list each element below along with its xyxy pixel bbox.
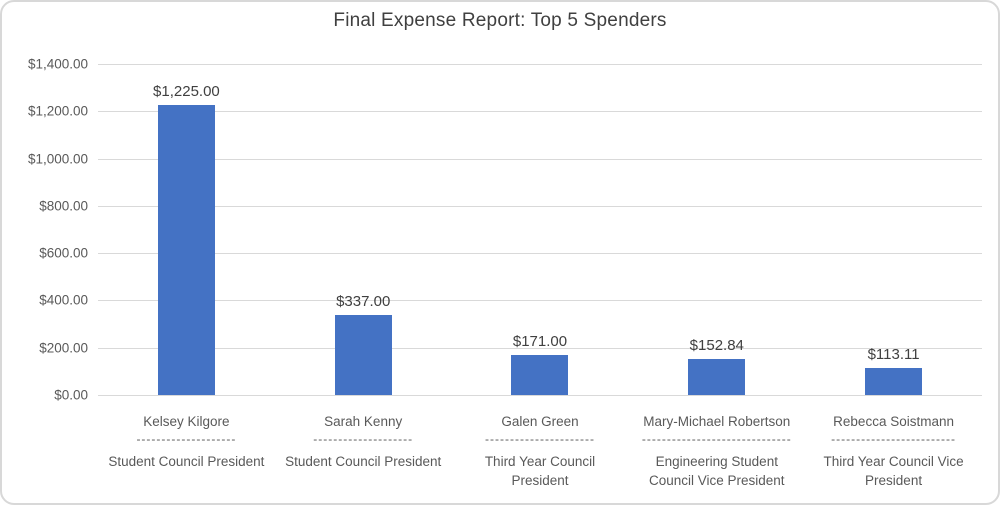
bar[interactable] bbox=[157, 105, 215, 395]
bar[interactable] bbox=[511, 354, 569, 395]
category-separator: -------------------- bbox=[313, 432, 414, 446]
data-label: $113.11 bbox=[867, 346, 920, 364]
bar-group: $1,225.00 bbox=[98, 64, 275, 395]
category-role: Student Council President bbox=[108, 454, 265, 469]
gridline bbox=[98, 111, 982, 113]
plot-area: $1,225.00 $337.00 $171.00 $152.84 $113.1… bbox=[98, 64, 982, 396]
category-label: Rebecca Soistmann ----------------------… bbox=[805, 395, 982, 490]
bar[interactable] bbox=[334, 315, 392, 395]
category-role: Third Year Council President bbox=[484, 454, 596, 488]
gridline bbox=[98, 347, 982, 349]
chart-title: Final Expense Report: Top 5 Spenders bbox=[333, 10, 667, 31]
y-axis-tick-label: $400.00 bbox=[39, 292, 88, 308]
category-label: Sarah Kenny -------------------- Student… bbox=[275, 395, 452, 490]
category-name: Rebecca Soistmann bbox=[833, 414, 954, 429]
category-role: Engineering Student Council Vice Preside… bbox=[648, 454, 785, 488]
x-axis: Kelsey Kilgore -------------------- Stud… bbox=[98, 395, 982, 490]
bar-group: $113.11 bbox=[805, 64, 982, 395]
data-label: $152.84 bbox=[689, 336, 744, 354]
y-axis-tick-label: $1,000.00 bbox=[27, 151, 88, 167]
bar-series: $1,225.00 $337.00 $171.00 $152.84 $113.1… bbox=[98, 64, 982, 395]
bar[interactable] bbox=[865, 368, 923, 395]
bar[interactable] bbox=[688, 358, 746, 395]
bar-group: $171.00 bbox=[452, 64, 629, 395]
y-axis-tick-label: $200.00 bbox=[39, 340, 88, 356]
y-axis-tick-label: $1,400.00 bbox=[27, 56, 88, 72]
y-axis-tick-label: $1,200.00 bbox=[27, 103, 88, 119]
data-label: $1,225.00 bbox=[153, 83, 220, 101]
category-separator: ------------------------- bbox=[831, 432, 957, 446]
bar-group: $152.84 bbox=[628, 64, 805, 395]
category-name: Kelsey Kilgore bbox=[143, 414, 230, 429]
bar-group: $337.00 bbox=[275, 64, 452, 395]
category-separator: ---------------------- bbox=[485, 432, 595, 446]
y-axis-tick-label: $600.00 bbox=[39, 245, 88, 261]
category-name: Sarah Kenny bbox=[324, 414, 403, 429]
category-label: Galen Green ---------------------- Third… bbox=[452, 395, 629, 490]
gridline bbox=[98, 64, 982, 65]
gridline bbox=[98, 205, 982, 207]
y-axis: $1,400.00 $1,200.00 $1,000.00 $800.00 $6… bbox=[2, 57, 88, 403]
category-name: Galen Green bbox=[501, 414, 579, 429]
gridline bbox=[98, 158, 982, 160]
gridline bbox=[98, 395, 982, 396]
category-name: Mary-Michael Robertson bbox=[643, 414, 791, 429]
y-axis-tick-label: $0.00 bbox=[54, 387, 88, 403]
category-role: Third Year Council Vice President bbox=[823, 454, 964, 488]
category-label: Mary-Michael Robertson -----------------… bbox=[628, 395, 805, 490]
data-label: $337.00 bbox=[336, 293, 391, 311]
category-label: Kelsey Kilgore -------------------- Stud… bbox=[98, 395, 275, 490]
gridline bbox=[98, 253, 982, 255]
data-label: $171.00 bbox=[512, 332, 568, 350]
y-axis-tick-label: $800.00 bbox=[39, 198, 88, 214]
gridline bbox=[98, 300, 982, 302]
category-separator: ------------------------------ bbox=[641, 432, 792, 446]
category-separator: -------------------- bbox=[136, 432, 237, 446]
category-role: Student Council President bbox=[285, 454, 442, 469]
